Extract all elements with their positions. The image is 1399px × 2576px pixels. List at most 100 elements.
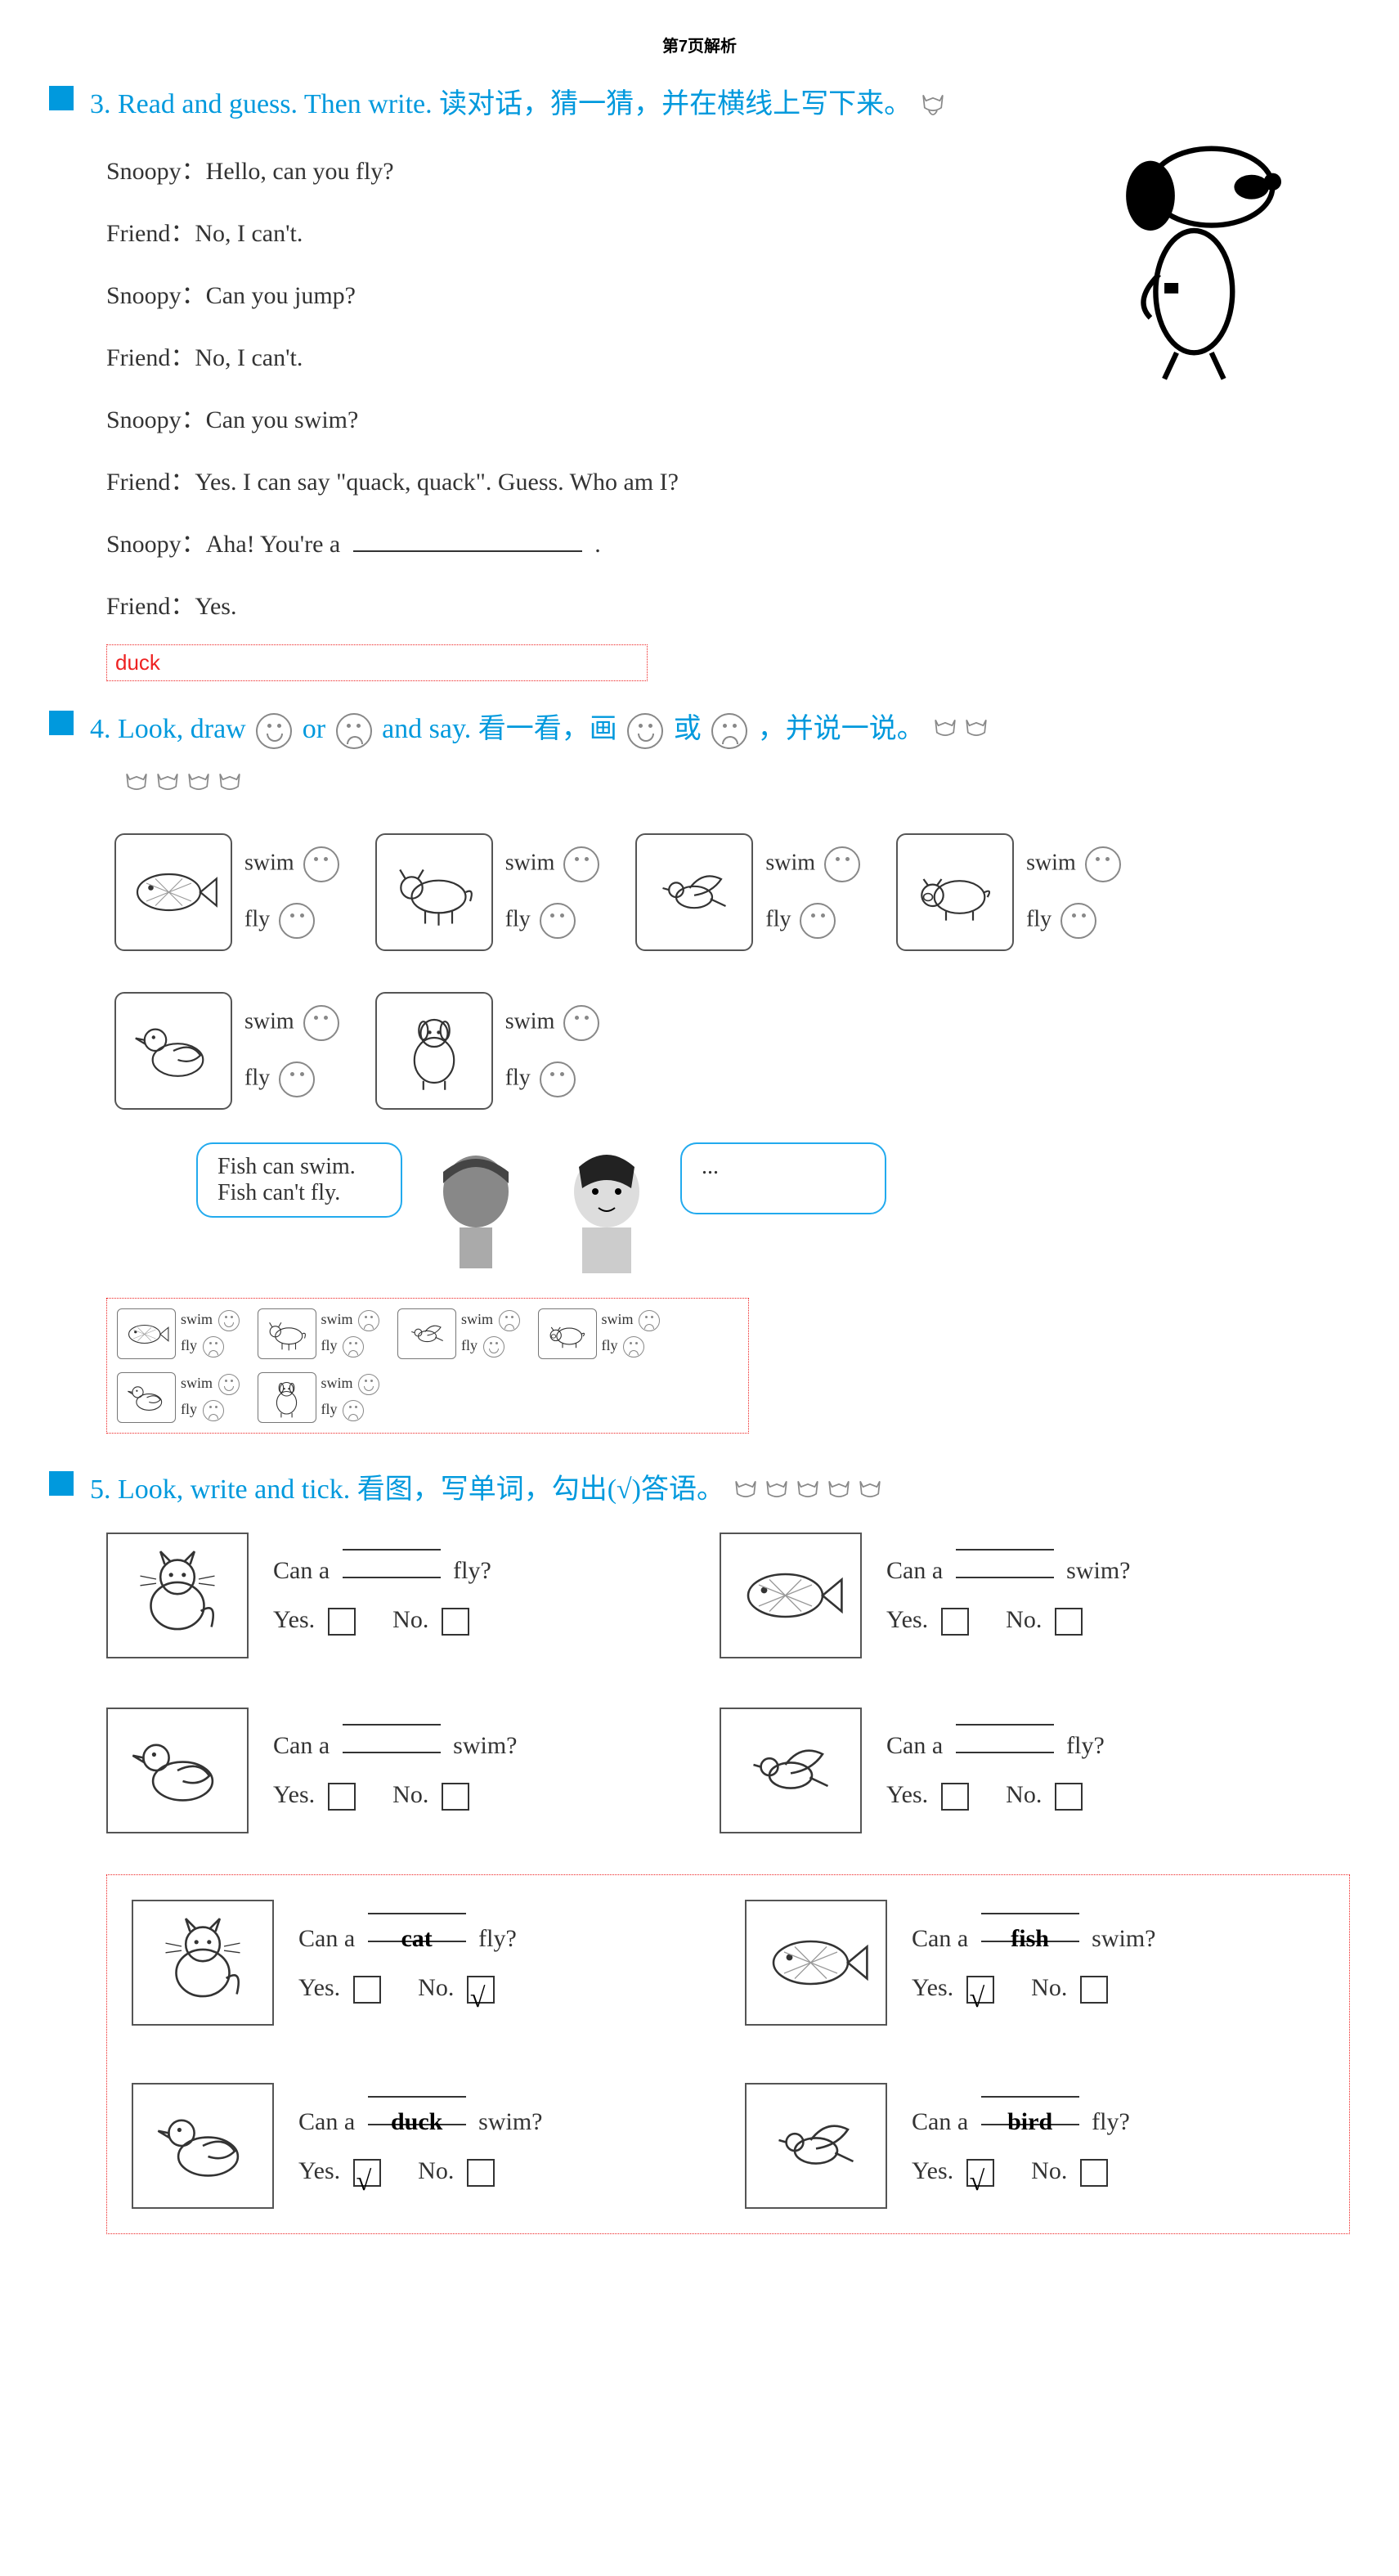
write-blank[interactable]: cat [368,1913,466,1942]
no-checkbox[interactable] [1080,1976,1108,2004]
yes-label: Yes. [273,1781,315,1808]
fish-illustration-icon [114,833,232,951]
verb-label: fly? [1092,2108,1130,2135]
write-blank[interactable]: bird [981,2096,1079,2125]
section3-title-en: 3. Read and guess. Then write. [90,89,433,119]
smile-face-icon [627,713,663,749]
animal-item-cow: swim fly [375,833,603,951]
no-checkbox[interactable] [442,1783,469,1811]
no-checkbox[interactable] [1080,2159,1108,2187]
write-blank[interactable] [343,1724,441,1753]
face-blank-icon[interactable] [540,903,576,939]
yes-label: Yes. [298,2157,340,2184]
face-blank-icon[interactable] [279,1061,315,1097]
fill-blank[interactable] [353,529,582,552]
face-blank-icon[interactable] [563,1005,599,1041]
write-blank[interactable] [956,1724,1054,1753]
sad-face-icon [358,1310,379,1331]
no-checkbox[interactable] [1055,1783,1083,1811]
face-blank-icon[interactable] [1085,846,1121,882]
section5-title: 5. Look, write and tick. 看图，写单词，勾出(√)答语。 [49,1466,1350,1507]
yes-checkbox[interactable] [353,1976,381,2004]
bullet-square-icon [49,86,74,110]
write-blank[interactable]: fish [981,1913,1079,1942]
duck-illustration-icon [106,1708,249,1833]
yes-checkbox[interactable] [328,1608,356,1636]
smile-face-icon [218,1310,240,1331]
dialogue-line: Friend：Yes. I can say "quack, quack". Gu… [106,453,1350,512]
section4-title-zhmid: 或 [674,714,702,744]
section5-blank-grid: Can a fly? Yes. No. Can a [106,1533,1350,1833]
section4-title-en2: and say. [382,714,471,744]
no-label: No. [1006,1781,1042,1808]
swim-label: swim [765,850,815,875]
answer-item-pig: swim fly [538,1308,662,1359]
no-label: No. [1031,2157,1067,2184]
face-blank-icon[interactable] [800,903,836,939]
no-checkbox[interactable] [1055,1608,1083,1636]
no-label: No. [392,1606,428,1633]
write-blank[interactable] [343,1549,441,1578]
yes-checkbox[interactable]: √ [353,2159,381,2187]
write-blank[interactable]: duck [368,2096,466,2125]
section4-speech-row: Fish can swim. Fish can't fly. ... [196,1142,1350,1273]
yes-checkbox[interactable] [941,1608,969,1636]
yes-checkbox[interactable] [328,1783,356,1811]
sad-face-icon [623,1336,644,1358]
section5-answer-wrap: Can a cat fly? Yes. No. √ Can a fish [106,1874,1350,2234]
face-blank-icon[interactable] [563,846,599,882]
section4-title: 4. Look, draw or and say. 看一看，画 或 ，并说一说。 [49,706,1350,749]
face-blank-icon[interactable] [824,846,860,882]
answer-item-bird: swim fly [397,1308,522,1359]
dialogue-line: Friend：Yes. [106,577,1350,636]
face-blank-icon[interactable] [279,903,315,939]
dog-illustration-icon [375,992,493,1110]
animal-item-duck: swim fly [114,992,343,1110]
verb-label: fly? [478,1925,517,1952]
page-header: 第7页解析 [49,33,1350,56]
section4-title-zh2: ，并说一说。 [758,714,925,744]
swim-label: swim [244,850,294,875]
face-blank-icon[interactable] [303,846,339,882]
no-checkbox[interactable] [442,1608,469,1636]
speech-line: Fish can't fly. [217,1180,381,1206]
yes-checkbox[interactable] [941,1783,969,1811]
pig-illustration-icon [538,1308,597,1359]
write-blank[interactable] [956,1549,1054,1578]
animal-item-dog: swim fly [375,992,603,1110]
no-checkbox[interactable]: √ [467,1976,495,2004]
section5-title-zh: 看图，写单词，勾出(√)答语。 [357,1474,724,1505]
face-blank-icon[interactable] [303,1005,339,1041]
cat-illustration-icon [132,1900,274,2026]
fly-label: fly [244,906,270,931]
speech-bubble-2: ... [680,1142,886,1214]
swim-label: swim [602,1312,634,1328]
can-a-label: Can a [912,1925,968,1952]
swim-label: swim [321,1376,353,1392]
can-a-label: Can a [273,1557,330,1584]
fish-illustration-icon [745,1900,887,2026]
bullet-square-icon [49,711,74,735]
fly-label: fly [505,1065,531,1090]
fly-label: fly [181,1338,197,1354]
yes-checkbox[interactable]: √ [966,1976,994,2004]
yes-checkbox[interactable]: √ [966,2159,994,2187]
q5-item-cat: Can a cat fly? Yes. No. √ [132,1900,688,2026]
bird-illustration-icon [635,833,753,951]
section4-answer-grid: swim fly swim fly swim fly swim fly swim… [106,1298,749,1434]
can-a-label: Can a [298,2108,355,2135]
animal-item-pig: swim fly [896,833,1124,951]
swim-label: swim [461,1312,493,1328]
swim-label: swim [1026,850,1076,875]
face-blank-icon[interactable] [540,1061,576,1097]
q5-item-duck: Can a duck swim? Yes. √ No. [132,2083,688,2209]
swim-label: swim [505,1008,555,1034]
snoopy-illustration-icon [1096,126,1309,388]
face-blank-icon[interactable] [1060,903,1096,939]
swim-label: swim [505,850,555,875]
no-checkbox[interactable] [467,2159,495,2187]
difficulty-cats-row [123,770,1350,801]
answer-item-dog: swim fly [258,1372,382,1423]
no-label: No. [1006,1606,1042,1633]
difficulty-cats-icon [919,91,947,122]
